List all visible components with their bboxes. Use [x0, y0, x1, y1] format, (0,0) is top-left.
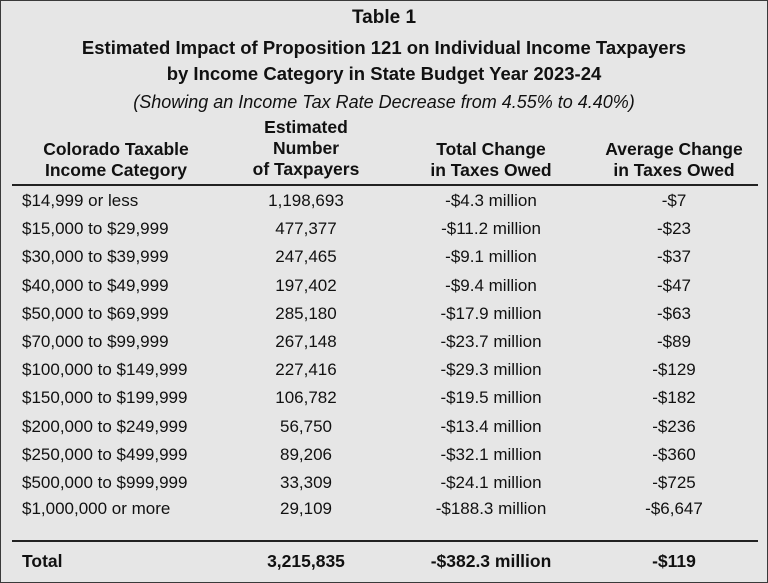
- cell-category: $14,999 or less: [22, 191, 139, 210]
- cell-category: $40,000 to $49,999: [22, 275, 169, 295]
- header-divider: [12, 184, 758, 186]
- cell-total-change: -$23.7 million: [440, 331, 542, 351]
- cell-average-change: -$236: [652, 416, 696, 436]
- table-title-line-2: by Income Category in State Budget Year …: [166, 63, 602, 84]
- cell-category: $200,000 to $249,999: [22, 416, 188, 436]
- column-header-taxpayers-line-2: Number: [272, 138, 340, 158]
- table-row: $50,000 to $69,999 285,180 -$17.9 millio…: [1, 300, 767, 328]
- cell-taxpayers: 89,206: [280, 444, 332, 464]
- cell-total-change: -$4.3 million: [445, 191, 537, 210]
- table-title-line-1: Estimated Impact of Proposition 121 on I…: [81, 37, 687, 58]
- column-header-total-change: Total Change in Taxes Owed: [401, 139, 581, 181]
- column-header-average-change-line-1: Average Change: [605, 139, 743, 159]
- table-row: $250,000 to $499,999 89,206 -$32.1 milli…: [1, 441, 767, 469]
- cell-total-change: -$188.3 million: [435, 499, 547, 519]
- cell-total-change: -$17.9 million: [440, 303, 542, 323]
- cell-average-change: -$360: [652, 444, 696, 464]
- total-taxpayers: 3,215,835: [267, 551, 345, 571]
- column-header-category-line-1: Colorado Taxable: [43, 139, 189, 159]
- cell-total-change: -$13.4 million: [440, 416, 542, 436]
- cell-average-change: -$725: [652, 472, 696, 492]
- column-header-category: Colorado Taxable Income Category: [21, 139, 211, 181]
- cell-taxpayers: 477,377: [275, 219, 337, 239]
- cell-taxpayers: 197,402: [275, 275, 337, 295]
- column-header-total-change-line-1: Total Change: [436, 139, 546, 159]
- table-body: $14,999 or less 1,198,693 -$4.3 million …: [1, 187, 767, 521]
- cell-category: $100,000 to $149,999: [22, 360, 188, 380]
- cell-average-change: -$63: [656, 303, 692, 323]
- column-header-category-line-2: Income Category: [45, 160, 187, 180]
- cell-category: $30,000 to $39,999: [22, 247, 169, 267]
- total-label: Total: [22, 551, 63, 571]
- cell-taxpayers: 106,782: [275, 388, 337, 408]
- cell-category: $50,000 to $69,999: [22, 303, 169, 323]
- total-row: Total 3,215,835 -$382.3 million -$119: [1, 546, 767, 576]
- cell-total-change: -$11.2 million: [441, 219, 541, 239]
- column-header-average-change: Average Change in Taxes Owed: [589, 139, 759, 181]
- cell-category: $15,000 to $29,999: [22, 219, 169, 239]
- cell-average-change: -$129: [652, 360, 696, 380]
- cell-taxpayers: 247,465: [275, 247, 337, 267]
- cell-taxpayers: 33,309: [280, 472, 332, 492]
- total-divider: [12, 540, 758, 542]
- cell-average-change: -$37: [656, 247, 692, 267]
- table-row: $500,000 to $999,999 33,309 -$24.1 milli…: [1, 469, 767, 497]
- cell-average-change: -$47: [656, 275, 692, 295]
- cell-average-change: -$89: [656, 331, 692, 351]
- cell-taxpayers: 227,416: [275, 360, 337, 380]
- cell-average-change: -$23: [656, 219, 692, 239]
- cell-taxpayers: 29,109: [280, 499, 332, 519]
- table-row: $150,000 to $199,999 106,782 -$19.5 mill…: [1, 384, 767, 412]
- table-subtitle: (Showing an Income Tax Rate Decrease fro…: [133, 92, 635, 112]
- cell-category: $1,000,000 or more: [22, 499, 171, 519]
- cell-category: $500,000 to $999,999: [22, 472, 188, 492]
- cell-total-change: -$32.1 million: [440, 444, 542, 464]
- cell-average-change: -$6,647: [645, 499, 703, 519]
- cell-total-change: -$29.3 million: [440, 360, 542, 380]
- table-row: $15,000 to $29,999 477,377 -$11.2 millio…: [1, 215, 767, 243]
- cell-total-change: -$19.5 million: [440, 388, 542, 408]
- cell-category: $250,000 to $499,999: [22, 444, 188, 464]
- cell-total-change: -$9.1 million: [445, 247, 537, 267]
- cell-category: $70,000 to $99,999: [22, 331, 169, 351]
- table-number: Table 1: [351, 7, 417, 28]
- cell-category: $150,000 to $199,999: [22, 388, 188, 408]
- total-change: -$382.3 million: [430, 551, 552, 571]
- cell-average-change: -$7: [661, 191, 687, 210]
- table-row: $1,000,000 or more 29,109 -$188.3 millio…: [1, 497, 767, 521]
- cell-taxpayers: 267,148: [275, 331, 337, 351]
- table-row: $100,000 to $149,999 227,416 -$29.3 mill…: [1, 356, 767, 384]
- column-header-total-change-line-2: in Taxes Owed: [430, 160, 552, 180]
- table-row: $14,999 or less 1,198,693 -$4.3 million …: [1, 187, 767, 215]
- cell-taxpayers: 285,180: [275, 303, 337, 323]
- column-header-taxpayers: Estimated Number of Taxpayers: [231, 117, 381, 180]
- table-row: $30,000 to $39,999 247,465 -$9.1 million…: [1, 243, 767, 271]
- cell-taxpayers: 1,198,693: [268, 191, 344, 210]
- total-average-change: -$119: [652, 551, 696, 571]
- column-header-taxpayers-line-3: of Taxpayers: [252, 159, 360, 179]
- table-row: $40,000 to $49,999 197,402 -$9.4 million…: [1, 272, 767, 300]
- column-header-average-change-line-2: in Taxes Owed: [613, 160, 735, 180]
- table-row: $70,000 to $99,999 267,148 -$23.7 millio…: [1, 328, 767, 356]
- cell-total-change: -$24.1 million: [440, 472, 542, 492]
- cell-taxpayers: 56,750: [280, 416, 332, 436]
- column-header-taxpayers-line-1: Estimated: [264, 117, 348, 137]
- table-row: $200,000 to $249,999 56,750 -$13.4 milli…: [1, 413, 767, 441]
- cell-total-change: -$9.4 million: [445, 275, 537, 295]
- cell-average-change: -$182: [652, 388, 696, 408]
